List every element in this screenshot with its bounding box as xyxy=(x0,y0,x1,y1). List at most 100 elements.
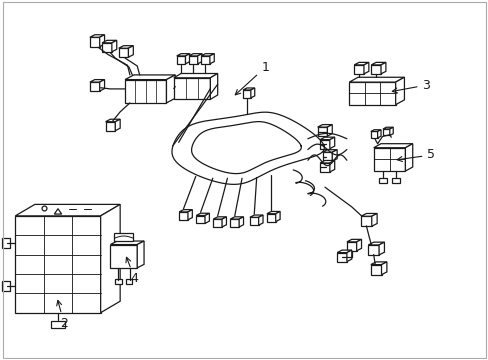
Polygon shape xyxy=(187,210,192,220)
Bar xyxy=(243,90,250,98)
Polygon shape xyxy=(356,239,361,251)
Polygon shape xyxy=(389,127,392,135)
Polygon shape xyxy=(137,241,144,268)
Polygon shape xyxy=(197,54,202,64)
Polygon shape xyxy=(90,80,104,82)
Bar xyxy=(1,280,10,291)
Bar xyxy=(15,216,101,313)
Bar xyxy=(176,56,185,64)
Polygon shape xyxy=(370,262,386,265)
Polygon shape xyxy=(128,46,133,57)
Bar xyxy=(370,131,377,138)
Polygon shape xyxy=(185,54,189,64)
Bar xyxy=(213,219,222,227)
Polygon shape xyxy=(381,262,386,275)
Bar xyxy=(320,163,329,172)
Polygon shape xyxy=(176,54,189,56)
Polygon shape xyxy=(115,119,120,131)
Polygon shape xyxy=(346,239,361,242)
Bar xyxy=(90,37,100,46)
Polygon shape xyxy=(336,250,351,253)
Polygon shape xyxy=(371,213,376,226)
Polygon shape xyxy=(378,242,384,255)
Bar xyxy=(266,214,275,222)
Polygon shape xyxy=(209,54,214,64)
Polygon shape xyxy=(250,88,254,98)
Polygon shape xyxy=(370,62,385,65)
Bar xyxy=(119,48,128,57)
Bar xyxy=(105,122,115,131)
Bar xyxy=(102,43,112,52)
Bar xyxy=(125,279,132,284)
Bar xyxy=(201,56,209,64)
Polygon shape xyxy=(173,73,217,78)
Polygon shape xyxy=(405,144,412,171)
Bar xyxy=(125,80,166,103)
Polygon shape xyxy=(100,35,104,46)
Polygon shape xyxy=(380,62,385,74)
Polygon shape xyxy=(266,211,280,214)
Bar xyxy=(379,178,386,183)
Bar xyxy=(336,253,346,262)
Bar xyxy=(370,265,381,275)
Bar xyxy=(51,320,65,328)
Polygon shape xyxy=(348,77,404,82)
Text: 1: 1 xyxy=(235,60,269,95)
Polygon shape xyxy=(112,40,117,52)
Text: 5: 5 xyxy=(396,148,434,162)
Polygon shape xyxy=(166,75,175,103)
Bar xyxy=(173,78,210,99)
Bar xyxy=(353,65,363,74)
Bar xyxy=(367,245,378,255)
Bar xyxy=(370,65,380,74)
Polygon shape xyxy=(320,161,334,163)
Polygon shape xyxy=(331,150,336,161)
Polygon shape xyxy=(101,204,120,313)
Polygon shape xyxy=(320,137,334,140)
Polygon shape xyxy=(110,241,144,244)
Polygon shape xyxy=(90,35,104,37)
Bar xyxy=(317,127,327,136)
Polygon shape xyxy=(201,54,214,56)
Polygon shape xyxy=(119,46,133,48)
Bar xyxy=(348,82,395,105)
Polygon shape xyxy=(346,250,351,262)
Polygon shape xyxy=(54,209,61,214)
Polygon shape xyxy=(322,150,336,152)
Polygon shape xyxy=(275,211,280,222)
Polygon shape xyxy=(222,217,226,227)
Bar xyxy=(110,244,137,268)
Bar xyxy=(114,233,133,241)
Bar xyxy=(179,212,187,220)
Bar xyxy=(230,219,239,227)
Polygon shape xyxy=(15,204,120,216)
Polygon shape xyxy=(239,217,243,227)
Bar xyxy=(346,242,356,251)
Polygon shape xyxy=(249,215,263,217)
Bar xyxy=(373,148,405,171)
Bar xyxy=(1,238,10,248)
Text: 3: 3 xyxy=(391,78,429,93)
Polygon shape xyxy=(367,242,384,245)
Bar xyxy=(196,216,204,224)
Polygon shape xyxy=(382,127,392,129)
Polygon shape xyxy=(210,73,217,99)
Bar xyxy=(249,217,258,225)
Polygon shape xyxy=(317,125,331,127)
Bar xyxy=(382,129,389,135)
Polygon shape xyxy=(188,54,202,56)
Polygon shape xyxy=(329,161,334,172)
Polygon shape xyxy=(125,75,175,80)
Bar xyxy=(90,82,100,91)
Bar xyxy=(115,279,122,284)
Polygon shape xyxy=(370,130,380,131)
Text: 2: 2 xyxy=(57,301,68,330)
Polygon shape xyxy=(213,217,226,219)
Bar xyxy=(391,178,399,183)
Polygon shape xyxy=(179,210,192,212)
Polygon shape xyxy=(105,119,120,122)
Polygon shape xyxy=(100,80,104,91)
Polygon shape xyxy=(395,77,404,105)
Polygon shape xyxy=(327,125,331,136)
Bar xyxy=(360,216,371,226)
